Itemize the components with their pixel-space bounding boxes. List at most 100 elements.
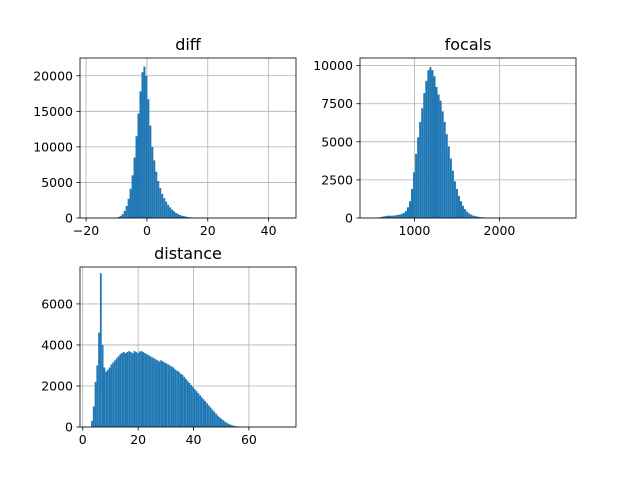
histogram-bar: [135, 352, 138, 427]
histogram-bar: [156, 360, 159, 427]
histogram-bar: [388, 215, 391, 218]
histogram-bar: [202, 399, 205, 427]
histogram-bar: [425, 80, 428, 218]
histogram-bar: [231, 425, 233, 427]
histogram-bar: [384, 216, 387, 218]
histogram-bar: [165, 201, 168, 218]
diff-axes-frame: [79, 57, 297, 219]
histogram-bar: [147, 355, 150, 427]
histogram-bar: [131, 175, 134, 218]
histogram-bar: [149, 356, 152, 427]
histogram-bar: [216, 415, 219, 427]
histogram-bar: [114, 360, 116, 427]
histogram-bar: [119, 354, 122, 427]
histogram-bar: [174, 369, 177, 427]
histogram-bar: [146, 354, 148, 427]
histogram-bar: [478, 216, 481, 218]
focals-bars: [372, 67, 514, 219]
histogram-bar: [175, 212, 178, 218]
x-tick-label: 20: [130, 432, 146, 447]
y-tick-label: 15000: [33, 104, 73, 119]
histogram-bar: [177, 214, 180, 218]
diff-bars: [113, 66, 221, 219]
histogram-bar: [386, 215, 389, 218]
histogram-bar: [209, 407, 212, 427]
histogram-bar: [94, 381, 97, 427]
histogram-bar: [107, 369, 109, 427]
histogram-bar: [173, 211, 176, 218]
y-tick-label: 6000: [41, 296, 73, 311]
y-tick-label: 0: [65, 211, 73, 226]
histogram-bar: [137, 113, 140, 218]
histogram-bar: [396, 214, 399, 218]
histogram-bar: [101, 344, 104, 427]
histogram-bar: [197, 393, 200, 427]
histogram-bar: [225, 422, 228, 427]
histogram-bar: [408, 201, 412, 218]
histogram-bar: [441, 111, 444, 218]
histogram-bar: [457, 195, 461, 218]
distance-title: distance: [154, 244, 222, 263]
y-tick-label: 2500: [321, 172, 353, 187]
y-tick-label: 10000: [33, 139, 73, 154]
histogram-bar: [218, 417, 221, 427]
distance-bars: [91, 273, 251, 427]
histogram-bar: [406, 207, 409, 218]
histogram-bar: [112, 362, 115, 427]
histogram-bar: [427, 70, 430, 218]
histogram-bar: [421, 108, 424, 218]
histogram-bar: [222, 420, 224, 427]
histogram-bar: [185, 378, 187, 427]
histogram-bar: [119, 215, 122, 218]
distance-histogram: 0 20 40 60 0 2000 4000 6000 distance: [41, 244, 297, 447]
histogram-bar: [472, 215, 475, 218]
histogram-bar: [429, 67, 432, 219]
histogram-bar: [435, 86, 438, 218]
histogram-bar: [437, 94, 440, 218]
histogram-bar: [121, 352, 123, 427]
histogram-bar: [234, 426, 237, 427]
histogram-bar: [124, 353, 127, 427]
y-tick-label: 5000: [41, 175, 73, 190]
histogram-bar: [167, 204, 170, 218]
histogram-bar: [470, 214, 473, 218]
histogram-bar: [413, 172, 416, 218]
histogram-bar: [169, 207, 172, 218]
histogram-bar: [138, 351, 141, 427]
histogram-bar: [398, 214, 401, 218]
histogram-bar: [153, 358, 155, 427]
histogram-bar: [121, 214, 124, 218]
histogram-bar: [451, 170, 454, 218]
histogram-bar: [186, 380, 189, 427]
histogram-bar: [163, 198, 166, 218]
histogram-bar: [443, 122, 446, 218]
histogram-bar: [171, 209, 174, 218]
histogram-bar: [431, 70, 434, 218]
histogram-bar: [135, 136, 138, 218]
histogram-bar: [215, 413, 217, 427]
histogram-bar: [159, 188, 162, 218]
histogram-bar: [179, 373, 182, 427]
histogram-bar: [423, 93, 426, 218]
histogram-bar: [404, 211, 407, 218]
histogram-bar: [108, 367, 111, 427]
focals-histogram: 1000 2000 0 2500 5000 7500 10000 focals: [313, 35, 577, 238]
histogram-bar: [96, 365, 99, 427]
histogram-bar: [184, 216, 187, 218]
histogram-bar: [161, 361, 164, 427]
histogram-bar: [141, 72, 144, 218]
histogram-bar: [123, 210, 126, 218]
y-tick-label: 2000: [41, 378, 73, 393]
distance-ticks: 0 20 40 60 0 2000 4000 6000: [41, 296, 257, 447]
histogram-bar: [161, 193, 164, 218]
y-tick-label: 7500: [321, 96, 353, 111]
histogram-bar: [179, 215, 182, 218]
y-tick-label: 0: [65, 420, 73, 435]
histogram-bar: [227, 423, 230, 427]
histogram-bar: [392, 215, 395, 218]
histogram-bar: [117, 216, 120, 218]
x-tick-label: 60: [241, 432, 257, 447]
histogram-bar: [127, 198, 130, 218]
